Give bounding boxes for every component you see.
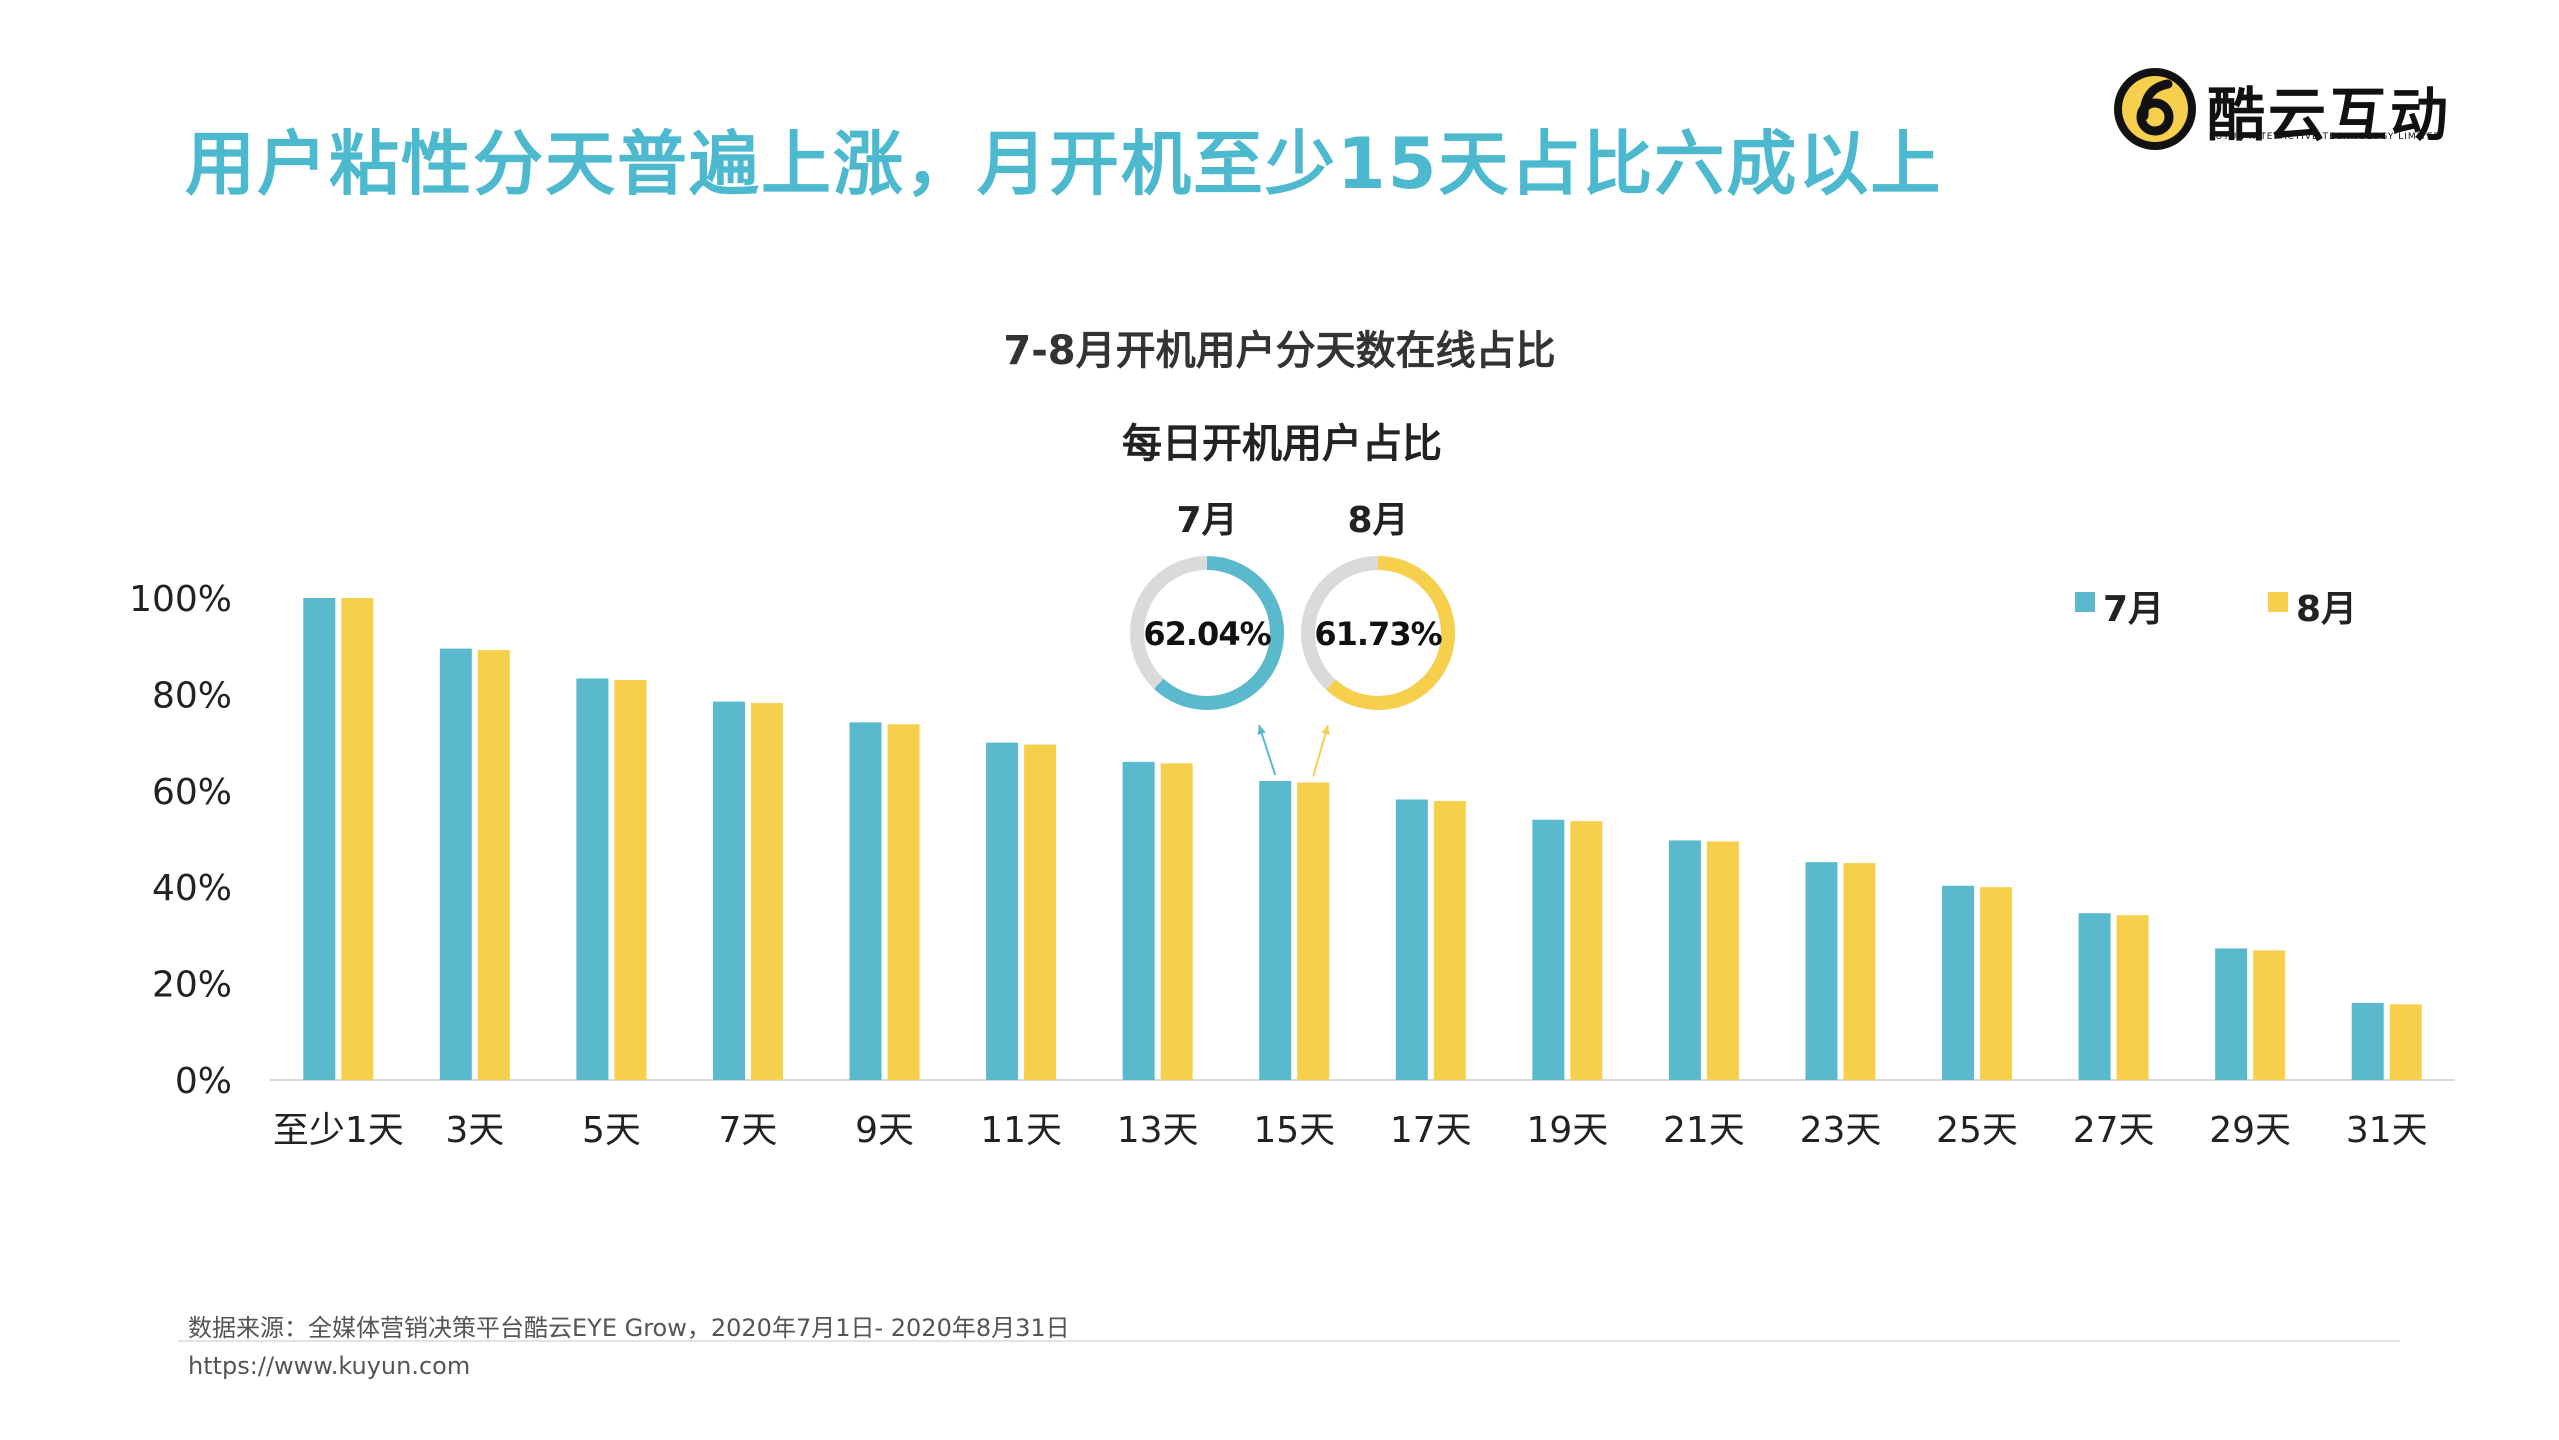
x-tick-label: 15天 [1253, 1110, 1335, 1151]
bar-august-7 [1160, 763, 1193, 1080]
y-tick-label: 100% [129, 579, 232, 620]
x-tick-label: 17天 [1390, 1110, 1472, 1151]
legend-label-july: 7月 [2103, 589, 2164, 630]
inset-title: 每日开机用户占比 [1122, 421, 1442, 467]
x-tick-label: 29天 [2209, 1110, 2291, 1151]
legend-swatch-july [2075, 592, 2095, 612]
x-tick-label: 23天 [1800, 1110, 1882, 1151]
brand-name: 酷云互动 [2207, 81, 2452, 149]
bar-july-15 [2215, 948, 2248, 1080]
x-tick-label: 27天 [2073, 1110, 2155, 1151]
bar-july-11 [1668, 840, 1701, 1080]
bar-july-14 [2078, 913, 2111, 1080]
x-tick-label: 25天 [1936, 1110, 2018, 1151]
bar-august-9 [1433, 800, 1466, 1080]
x-tick-label: 9天 [855, 1110, 914, 1151]
bar-july-9 [1395, 799, 1428, 1080]
x-tick-label: 21天 [1663, 1110, 1745, 1151]
bar-august-3 [614, 679, 647, 1080]
bar-july-16 [2351, 1002, 2384, 1080]
ring-month-label: 8月 [1347, 500, 1408, 541]
bar-july-1 [303, 598, 336, 1080]
page-headline: 用户粘性分天普遍上涨，月开机至少15天占比六成以上 [185, 123, 1943, 205]
bar-july-2 [439, 648, 472, 1080]
x-tick-label: 11天 [980, 1110, 1062, 1151]
x-tick-label: 至少1天 [273, 1110, 404, 1151]
bar-july-4 [712, 701, 745, 1080]
y-tick-label: 40% [152, 868, 232, 909]
bar-august-12 [1843, 863, 1876, 1080]
bar-july-10 [1532, 819, 1565, 1080]
chart-title: 7-8月开机用户分天数在线占比 [1003, 328, 1556, 374]
x-tick-label: 7天 [719, 1110, 778, 1151]
pointer-arrowhead [1321, 725, 1330, 735]
website-url: https://www.kuyun.com [188, 1352, 471, 1380]
y-tick-label: 0% [175, 1061, 232, 1102]
brand-tagline: KUYUN INTERACTIVE TECHNOLOGY LIMITED [2209, 132, 2442, 142]
y-tick-label: 60% [152, 772, 232, 813]
brand-logo: 酷云互动 KUYUN INTERACTIVE TECHNOLOGY LIMITE… [2110, 62, 2460, 157]
bar-july-13 [1942, 885, 1975, 1080]
legend-swatch-august [2268, 592, 2288, 612]
y-tick-label: 80% [152, 675, 232, 716]
bar-august-4 [750, 703, 783, 1080]
bar-july-8 [1259, 780, 1292, 1080]
x-tick-label: 3天 [445, 1110, 504, 1151]
bar-july-6 [986, 742, 1019, 1080]
ring-value-label: 61.73% [1314, 615, 1442, 653]
ring-month-label: 7月 [1176, 500, 1237, 541]
x-tick-label: 5天 [582, 1110, 641, 1151]
data-source-note: 数据来源：全媒体营销决策平台酷云EYE Grow，2020年7月1日- 2020… [188, 1314, 1070, 1342]
bar-july-7 [1122, 761, 1155, 1080]
bar-july-3 [576, 678, 609, 1080]
footer-divider [178, 1340, 2400, 1342]
ring-value-label: 62.04% [1143, 615, 1271, 653]
ring-progress-july [1130, 556, 1284, 710]
pointer-arrowhead [1257, 725, 1266, 735]
bar-august-11 [1706, 841, 1739, 1080]
bar-august-5 [887, 724, 920, 1080]
bar-august-10 [1570, 821, 1603, 1080]
bar-july-12 [1805, 862, 1838, 1080]
x-tick-label: 13天 [1117, 1110, 1199, 1151]
bar-july-5 [849, 722, 882, 1080]
bar-august-13 [1980, 887, 2013, 1080]
legend-label-august: 8月 [2296, 589, 2357, 630]
bar-august-16 [2389, 1004, 2422, 1080]
bar-august-1 [341, 598, 374, 1080]
ring-progress-august [1301, 556, 1455, 710]
bar-august-8 [1297, 782, 1330, 1080]
bar-august-6 [1024, 744, 1057, 1080]
bar-august-2 [477, 650, 510, 1080]
x-tick-label: 19天 [1526, 1110, 1608, 1151]
kuyun-logo-icon [2114, 68, 2196, 150]
y-tick-label: 20% [152, 965, 232, 1006]
bar-august-14 [2116, 915, 2149, 1080]
x-tick-label: 31天 [2346, 1110, 2428, 1151]
bar-august-15 [2253, 950, 2286, 1080]
